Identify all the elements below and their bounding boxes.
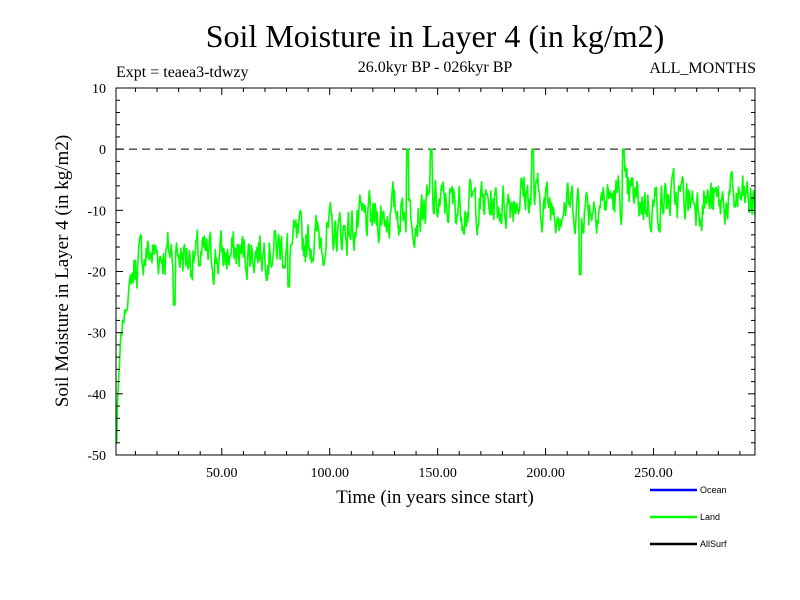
- x-tick-label: 200.00: [526, 466, 565, 481]
- legend-label-allsurf: AllSurf: [700, 539, 727, 549]
- y-tick-label: 10: [92, 82, 106, 97]
- series-land-line: [115, 148, 756, 444]
- period-label: ALL_MONTHS: [649, 60, 756, 77]
- x-tick-label: 250.00: [634, 466, 673, 481]
- chart-title: Soil Moisture in Layer 4 (in kg/m2): [206, 18, 665, 54]
- y-tick-label: -50: [87, 449, 106, 464]
- y-axis-label: Soil Moisture in Layer 4 (in kg/m2): [52, 135, 73, 407]
- plot-area: [115, 87, 756, 456]
- x-tick-label: 100.00: [310, 466, 349, 481]
- legend-label-land: Land: [700, 512, 720, 522]
- legend-label-ocean: Ocean: [700, 485, 727, 495]
- x-tick-label: 50.00: [206, 466, 238, 481]
- x-tick-label: 150.00: [418, 466, 457, 481]
- y-tick-label: -10: [87, 204, 106, 219]
- experiment-label: Expt = teaea3-tdwzy: [116, 64, 249, 81]
- y-tick-label: 0: [99, 143, 106, 158]
- legend: Ocean Land AllSurf: [650, 485, 727, 549]
- x-axis-label: Time (in years since start): [336, 487, 534, 508]
- chart-subtitle: 26.0kyr BP - 026kyr BP: [358, 59, 513, 76]
- axis-ticks: 10 0 -10 -20 -30 -40 -50 50.00 100.00 150.00 200.0…: [87, 82, 755, 481]
- y-tick-label: -40: [87, 388, 106, 403]
- y-tick-label: -30: [87, 327, 106, 342]
- y-tick-label: -20: [87, 266, 106, 281]
